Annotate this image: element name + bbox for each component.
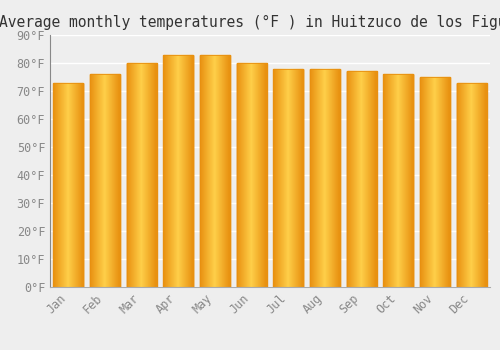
Bar xyxy=(90,74,120,287)
Bar xyxy=(420,77,450,287)
Bar xyxy=(54,83,84,287)
Bar xyxy=(456,83,486,287)
Bar xyxy=(200,55,230,287)
Bar xyxy=(126,63,156,287)
Bar xyxy=(384,74,414,287)
Bar xyxy=(274,69,304,287)
Bar xyxy=(164,55,194,287)
Bar xyxy=(236,63,266,287)
Bar xyxy=(310,69,340,287)
Title: Average monthly temperatures (°F ) in Huitzuco de los Figueroa: Average monthly temperatures (°F ) in Hu… xyxy=(0,15,500,30)
Bar xyxy=(346,71,376,287)
